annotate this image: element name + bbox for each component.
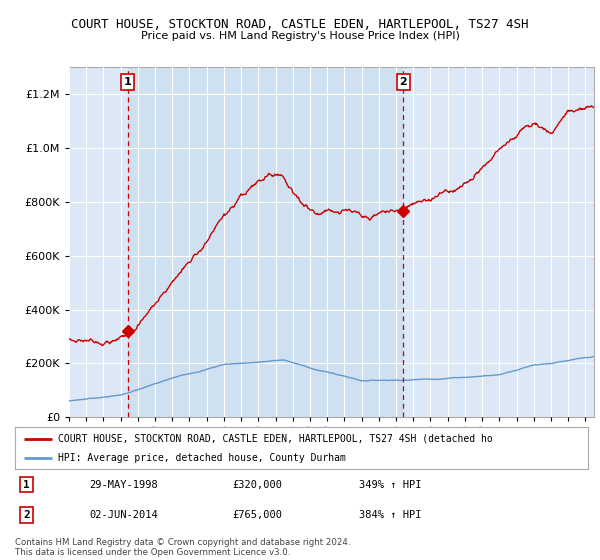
Text: 1: 1	[23, 479, 30, 489]
Text: 02-JUN-2014: 02-JUN-2014	[89, 510, 158, 520]
Text: COURT HOUSE, STOCKTON ROAD, CASTLE EDEN, HARTLEPOOL, TS27 4SH (detached ho: COURT HOUSE, STOCKTON ROAD, CASTLE EDEN,…	[58, 433, 493, 444]
Text: £320,000: £320,000	[233, 479, 283, 489]
Text: 1: 1	[124, 77, 131, 87]
Text: 2: 2	[23, 510, 30, 520]
Text: 384% ↑ HPI: 384% ↑ HPI	[359, 510, 421, 520]
Text: COURT HOUSE, STOCKTON ROAD, CASTLE EDEN, HARTLEPOOL, TS27 4SH: COURT HOUSE, STOCKTON ROAD, CASTLE EDEN,…	[71, 18, 529, 31]
Text: 349% ↑ HPI: 349% ↑ HPI	[359, 479, 421, 489]
Text: Contains HM Land Registry data © Crown copyright and database right 2024.
This d: Contains HM Land Registry data © Crown c…	[15, 538, 350, 557]
Text: 2: 2	[400, 77, 407, 87]
Text: Price paid vs. HM Land Registry's House Price Index (HPI): Price paid vs. HM Land Registry's House …	[140, 31, 460, 41]
Text: 29-MAY-1998: 29-MAY-1998	[89, 479, 158, 489]
Bar	[128, 67, 403, 417]
Text: £765,000: £765,000	[233, 510, 283, 520]
Text: HPI: Average price, detached house, County Durham: HPI: Average price, detached house, Coun…	[58, 453, 346, 463]
